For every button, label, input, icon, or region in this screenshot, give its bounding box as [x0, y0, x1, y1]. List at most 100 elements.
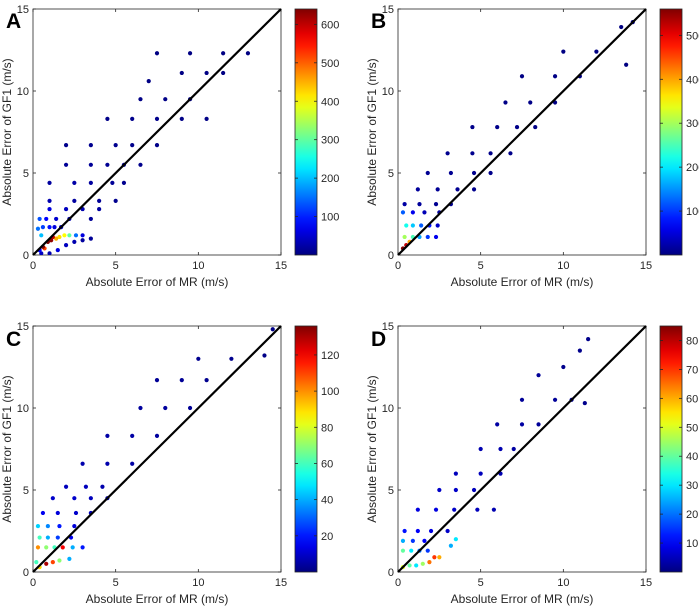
- y-tick-label: 0: [23, 567, 29, 579]
- data-point: [471, 487, 477, 493]
- data-point: [187, 405, 193, 411]
- colorbar-tick-label: 20: [321, 531, 333, 543]
- x-tick-label: 10: [192, 260, 204, 272]
- data-point: [55, 510, 60, 516]
- data-point: [67, 233, 72, 238]
- x-axis-label: Absolute Error of MR (m/s): [451, 592, 594, 606]
- colorbar-tick-label: 60: [321, 458, 333, 470]
- data-point: [414, 563, 419, 568]
- data-point: [72, 523, 77, 529]
- data-point: [54, 236, 59, 241]
- data-point: [72, 198, 77, 203]
- colorbar: [659, 325, 683, 573]
- x-tick-label: 0: [395, 260, 401, 272]
- data-point: [105, 433, 110, 438]
- data-point: [582, 400, 587, 406]
- data-point: [113, 198, 118, 203]
- data-point: [453, 487, 458, 493]
- colorbar: [294, 325, 318, 573]
- y-tick-label: 10: [382, 403, 394, 415]
- data-point: [435, 223, 440, 228]
- data-point: [536, 422, 541, 427]
- data-point: [433, 202, 439, 207]
- data-point: [57, 558, 62, 563]
- x-tick-label: 5: [113, 260, 119, 272]
- data-point: [511, 446, 516, 452]
- x-tick-label: 15: [640, 577, 652, 589]
- data-point: [402, 202, 407, 207]
- data-point: [422, 210, 427, 215]
- y-tick-label: 15: [382, 321, 394, 333]
- data-point: [415, 187, 420, 192]
- data-point: [179, 378, 184, 383]
- data-point: [138, 97, 143, 102]
- colorbar-tick-label: 40: [686, 451, 698, 463]
- data-point: [130, 433, 135, 438]
- data-point: [72, 496, 77, 501]
- data-point: [196, 356, 201, 361]
- data-point: [410, 538, 415, 543]
- y-axis-label: Absolute Error of GF1 (m/s): [365, 58, 379, 205]
- data-point: [55, 247, 60, 253]
- data-point: [491, 507, 496, 512]
- data-point: [561, 364, 566, 370]
- data-point: [425, 548, 430, 553]
- colorbar-tick-label: 200: [686, 162, 699, 174]
- x-tick-label: 10: [557, 577, 569, 589]
- x-tick-label: 0: [395, 577, 401, 589]
- data-point: [528, 100, 533, 105]
- data-point: [471, 170, 477, 176]
- data-point: [163, 405, 168, 411]
- colorbar-tick-label: 50: [686, 422, 698, 434]
- panel-label: B: [371, 10, 386, 33]
- data-point: [154, 51, 160, 56]
- data-point: [83, 484, 89, 489]
- data-point: [80, 545, 85, 550]
- x-tick-label: 0: [30, 260, 36, 272]
- data-point: [478, 471, 483, 476]
- y-tick-label: 10: [17, 403, 29, 415]
- data-point: [50, 496, 55, 501]
- data-point: [39, 251, 44, 255]
- x-tick-label: 15: [275, 577, 287, 589]
- x-tick-label: 5: [478, 260, 484, 272]
- data-point: [437, 555, 442, 560]
- reference-line: [32, 8, 282, 256]
- data-point: [417, 202, 422, 207]
- points-group: [400, 337, 591, 570]
- data-point: [577, 348, 582, 353]
- data-point: [400, 548, 406, 553]
- data-point: [130, 461, 135, 466]
- data-point: [88, 216, 93, 222]
- x-tick-label: 5: [113, 577, 119, 589]
- x-tick-label: 10: [192, 577, 204, 589]
- data-point: [63, 162, 69, 167]
- data-point: [146, 79, 151, 84]
- data-point: [40, 225, 46, 230]
- data-point: [100, 484, 105, 489]
- data-point: [221, 51, 226, 56]
- data-point: [495, 124, 500, 130]
- data-point: [427, 560, 432, 565]
- data-point: [221, 70, 226, 76]
- data-point: [445, 528, 450, 534]
- colorbar-tick-label: 60: [686, 393, 698, 405]
- data-point: [619, 24, 624, 30]
- data-point: [88, 180, 93, 185]
- data-point: [73, 510, 79, 516]
- data-point: [138, 405, 143, 411]
- data-point: [519, 74, 525, 79]
- data-point: [270, 327, 275, 332]
- x-tick-label: 15: [275, 260, 287, 272]
- data-point: [204, 378, 209, 383]
- data-point: [154, 143, 160, 148]
- data-point: [448, 543, 454, 548]
- colorbar-tick-label: 20: [686, 509, 698, 521]
- data-point: [45, 523, 50, 529]
- data-point: [229, 356, 234, 361]
- colorbar-tick-label: 30: [686, 480, 698, 492]
- panel-c: 0 5 10 15 0 5 10 15 Absolute Error of MR (m/s) Ab…: [0, 321, 339, 606]
- data-point: [40, 510, 46, 516]
- data-point: [57, 234, 62, 240]
